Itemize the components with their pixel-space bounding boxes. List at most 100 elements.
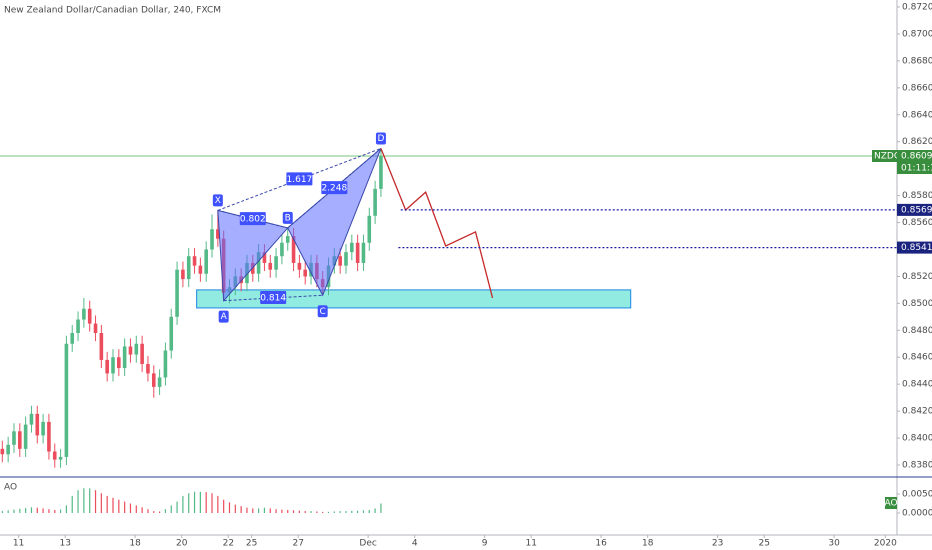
ratio-box — [239, 212, 266, 226]
candle-body — [297, 262, 302, 270]
ao-bar — [269, 508, 271, 513]
ao-bar — [199, 491, 201, 513]
x-tick-label: 22 — [223, 539, 234, 549]
candle-body — [140, 343, 144, 364]
ao-bar — [59, 509, 62, 513]
ao-tick-label: 0.00000 — [902, 508, 932, 518]
ao-bar — [345, 511, 347, 513]
candle-body — [175, 269, 179, 317]
candle-body — [93, 323, 98, 333]
candle-body — [198, 265, 203, 274]
ao-bar — [42, 508, 44, 513]
point-label: X — [215, 196, 221, 206]
ao-bar — [205, 492, 207, 513]
level-badge — [897, 241, 932, 254]
ao-bar — [252, 508, 254, 513]
ao-bar — [281, 509, 283, 513]
point-box — [218, 310, 229, 323]
candle-body — [280, 242, 284, 257]
ao-bar — [246, 507, 248, 513]
candle-body — [0, 448, 5, 455]
ao-bar — [316, 511, 318, 513]
candle-body — [87, 308, 92, 324]
ao-bar — [94, 490, 97, 513]
candle-body — [151, 373, 156, 387]
ao-bar — [362, 510, 365, 513]
point-label: D — [377, 134, 384, 144]
ao-bar — [374, 508, 376, 513]
ao-bar — [13, 509, 15, 513]
point-label: A — [221, 312, 228, 322]
candle-body — [285, 236, 290, 243]
ao-bar — [234, 504, 236, 513]
ao-bar — [351, 510, 353, 513]
ao-bar — [83, 488, 85, 513]
x-tick-label: 9 — [482, 539, 488, 549]
candle-body — [262, 252, 267, 263]
x-tick-label: 25 — [246, 539, 257, 549]
ao-bar — [240, 506, 242, 513]
ao-bar — [275, 509, 277, 513]
candle-body — [128, 346, 133, 355]
ao-bar — [223, 499, 225, 513]
candle-body — [204, 249, 208, 274]
ratio-label: 0.814 — [260, 293, 286, 303]
candle-body — [122, 346, 127, 369]
candle-body — [58, 456, 63, 460]
price-label: 0.86094 — [901, 151, 932, 161]
price-badge — [897, 149, 932, 174]
candle-body — [169, 316, 174, 351]
ao-bar — [368, 509, 370, 513]
price-axis-bg — [897, 0, 932, 550]
ao-bar — [211, 493, 213, 513]
x-tick-label: 27 — [292, 539, 303, 549]
candle-body — [35, 413, 40, 436]
ao-bar — [89, 488, 91, 513]
candle-body — [41, 421, 45, 436]
ao-bar — [77, 490, 79, 513]
x-tick-label: 18 — [129, 539, 141, 549]
ao-bar — [153, 511, 155, 513]
ao-bar — [141, 507, 143, 513]
candle-body — [303, 269, 308, 277]
candle-body — [181, 269, 185, 280]
candle-body — [70, 332, 75, 344]
ao-bar — [298, 510, 300, 513]
candle-body — [64, 343, 69, 457]
ao-bar — [304, 511, 306, 513]
ratio-box — [286, 172, 313, 186]
ao-bar — [188, 493, 190, 513]
ao-bar — [164, 509, 167, 513]
ao-bar — [7, 510, 9, 513]
ao-bar — [263, 507, 266, 513]
ao-bar — [310, 511, 312, 513]
candle-body — [146, 363, 150, 374]
candle-body — [367, 215, 372, 243]
candle-body — [111, 357, 115, 374]
ao-bar — [106, 495, 108, 513]
countdown-label: 01:11:11 — [901, 163, 932, 173]
ao-bar — [19, 508, 21, 513]
ratio-box — [321, 181, 348, 195]
x-tick-label: 23 — [712, 539, 723, 549]
ao-bar — [322, 511, 324, 513]
x-tick-label: 2020 — [874, 539, 897, 549]
x-tick-label: 30 — [828, 539, 840, 549]
ao-bar — [217, 495, 219, 513]
ao-bar — [124, 501, 126, 513]
candle-body — [99, 332, 104, 360]
ao-bar — [327, 511, 330, 513]
candle-body — [186, 256, 191, 280]
candle-body — [373, 188, 377, 216]
candle-body — [216, 229, 220, 239]
point-label: C — [320, 307, 326, 317]
candle-body — [18, 431, 22, 449]
ao-bar — [182, 495, 184, 513]
x-tick-label: Dec — [359, 539, 376, 549]
